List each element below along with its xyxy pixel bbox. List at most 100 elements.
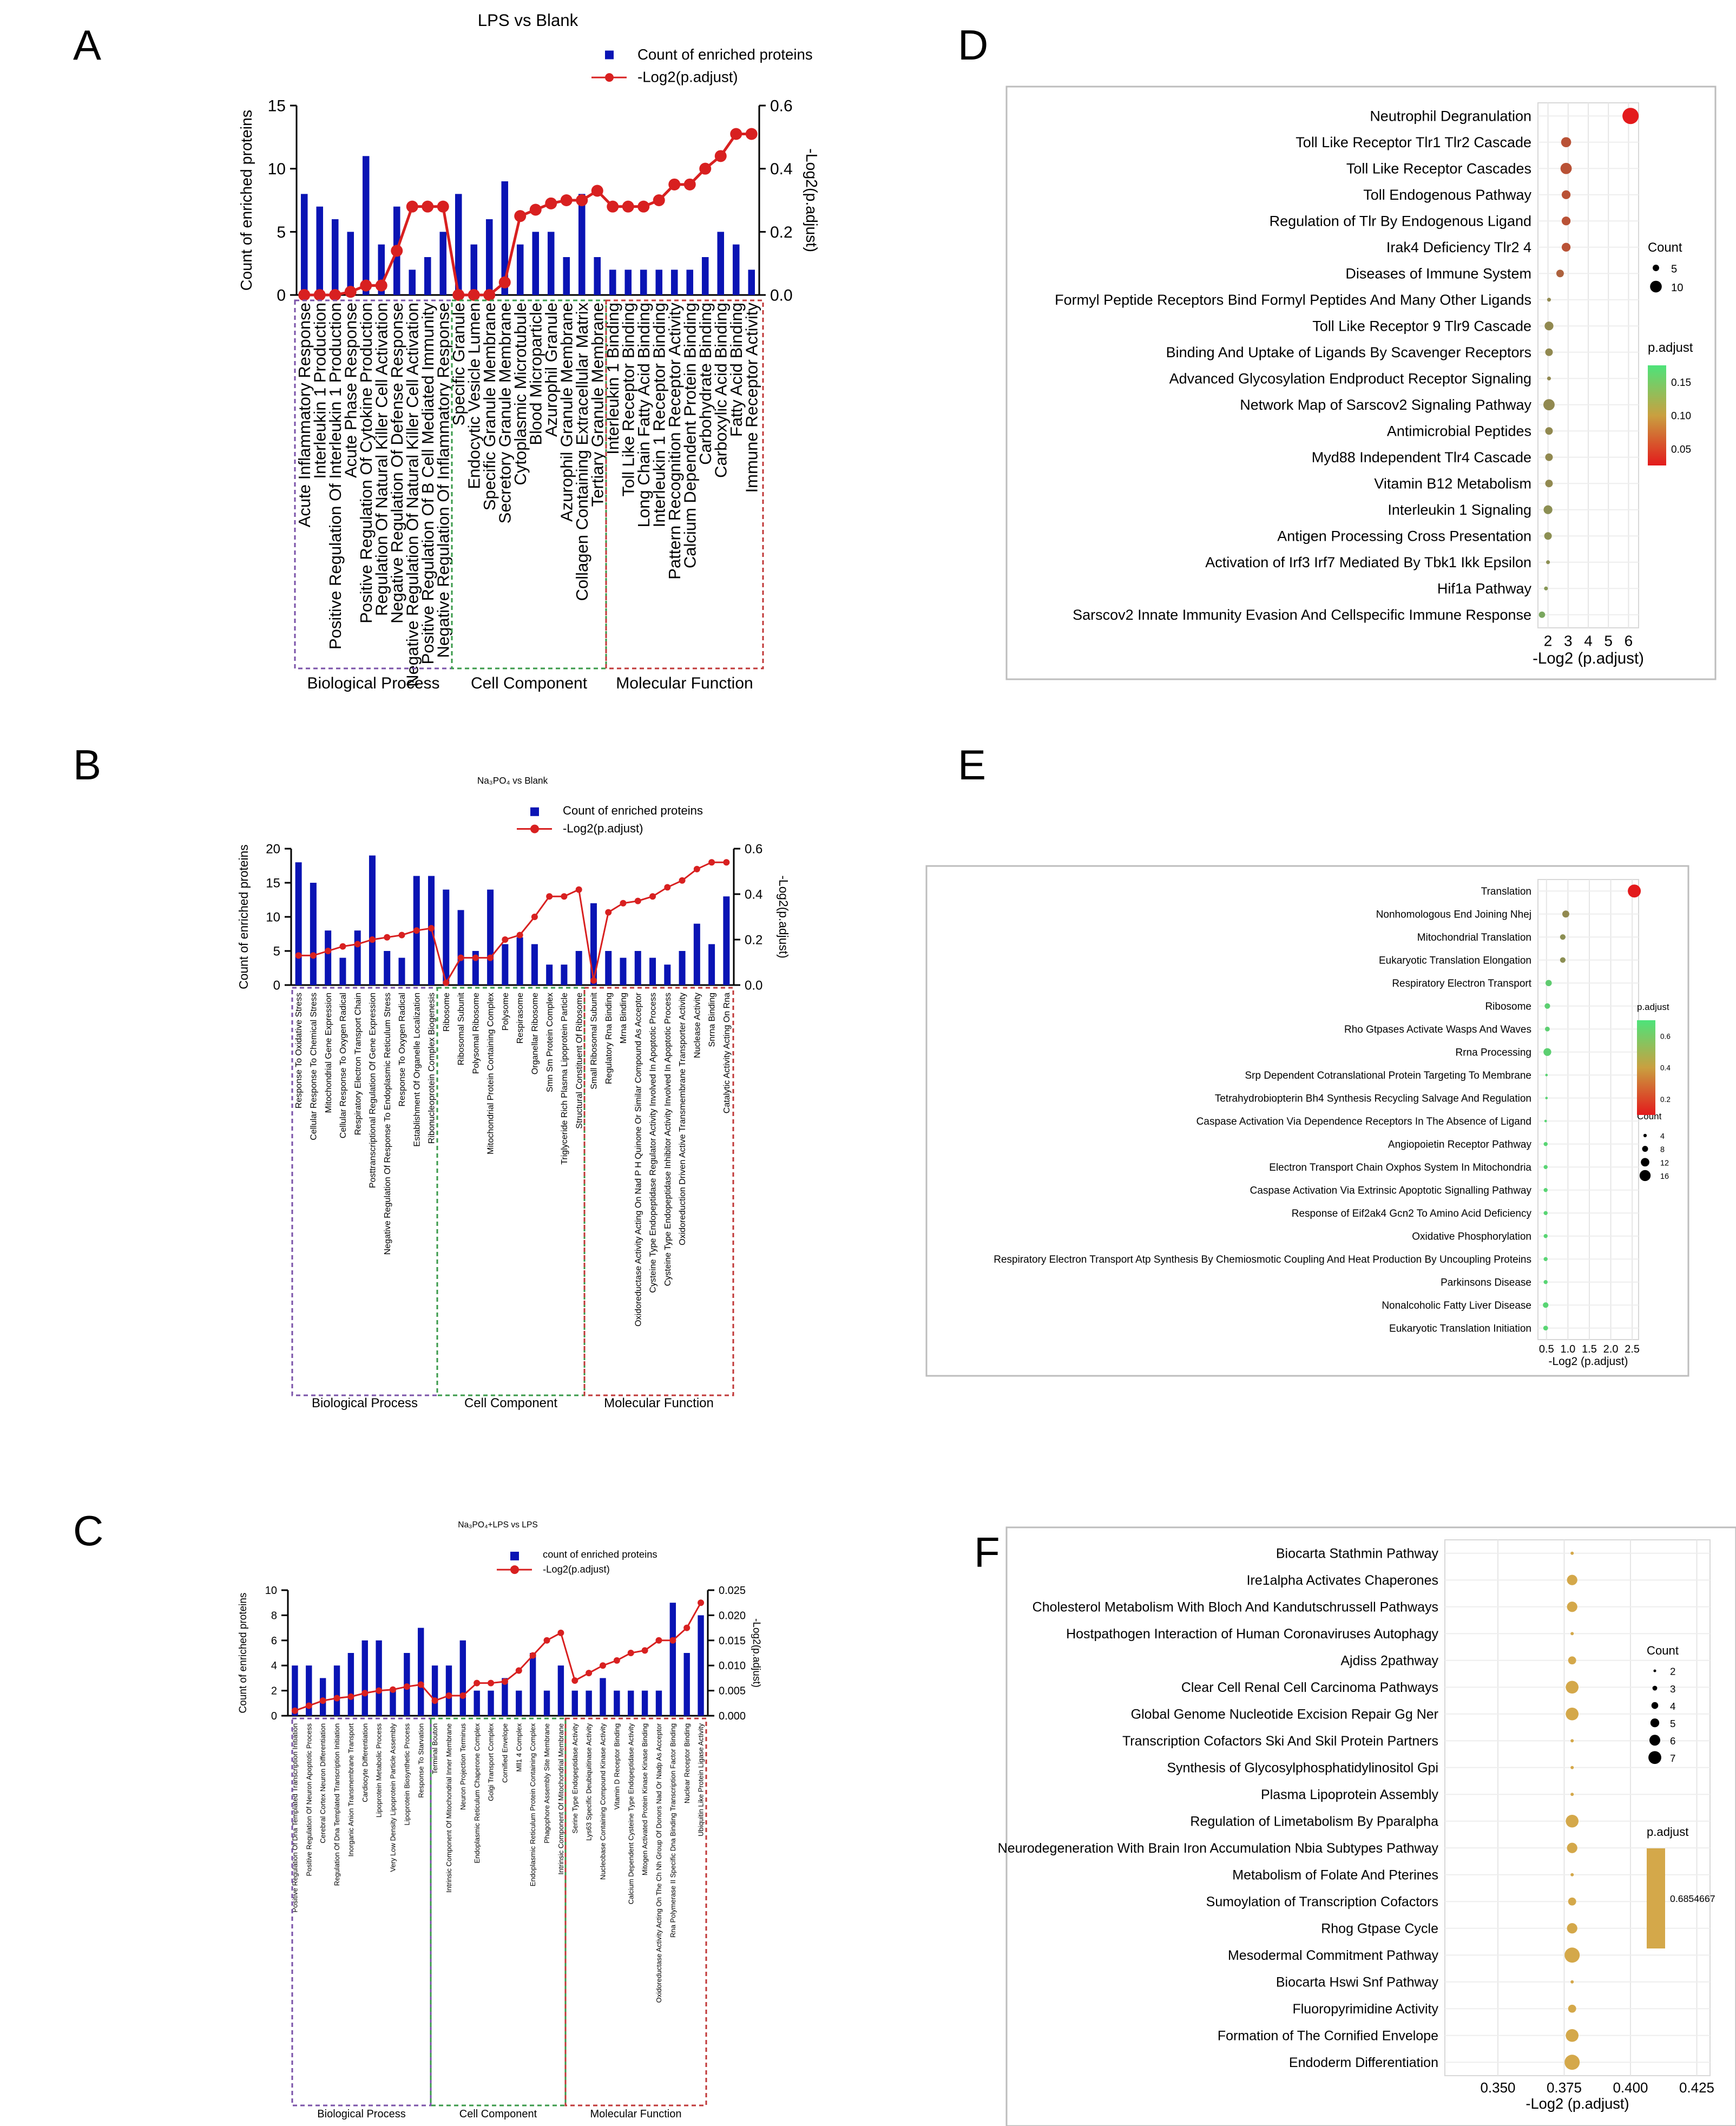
padj-point — [637, 200, 650, 213]
group-label: Cell Component — [464, 1396, 557, 1410]
dot — [1570, 1739, 1574, 1743]
bar — [439, 232, 447, 295]
padj-line — [298, 861, 727, 985]
bar — [431, 1665, 438, 1716]
dot — [1538, 611, 1546, 618]
group-box — [564, 1717, 707, 2107]
category-label: Lipoprotein Metabolic Process — [375, 1723, 383, 1818]
dot — [1566, 2029, 1579, 2042]
y2-tick-label: 0.0 — [770, 287, 793, 305]
padj-legend-label: 0.6854667 — [1670, 1893, 1715, 1904]
term-label: Neutrophil Degranulation — [1370, 108, 1531, 124]
padj-point — [333, 1695, 340, 1702]
dot — [1562, 910, 1569, 918]
y2-tick-label: 0.0 — [745, 978, 762, 993]
padj-point — [488, 1679, 495, 1687]
category-label: Specific Granule Membrane — [480, 303, 499, 510]
dot — [1545, 1097, 1548, 1100]
category-label: Negative Regulation Of Inflammatory Resp… — [434, 303, 453, 658]
bar — [474, 1690, 480, 1716]
padj-point — [546, 893, 553, 900]
term-label: Antigen Processing Cross Presentation — [1277, 528, 1531, 544]
bar — [459, 1640, 466, 1716]
category-label: Oxidoreductase Activity Acting On Nad P … — [634, 992, 643, 1327]
dot — [1560, 162, 1572, 174]
category-label: Fatty Acid Binding — [727, 303, 746, 437]
padj-point — [474, 1679, 481, 1687]
bar — [679, 951, 686, 985]
chart-title: LPS vs Blank — [478, 11, 578, 30]
y-tick-label: 10 — [266, 910, 280, 924]
term-label: Sumoylation of Transcription Cofactors — [1206, 1894, 1438, 1910]
category-label: Calcium Dependent Protein Binding — [681, 303, 700, 568]
term-label: Nonhomologous End Joining Nhej — [1376, 909, 1531, 920]
bar — [362, 156, 370, 295]
legend-line-label: -Log2(p.adjust) — [563, 822, 643, 835]
bar — [686, 270, 694, 295]
bar — [516, 244, 524, 295]
padj-point — [557, 1629, 564, 1636]
y2-tick-label: 0.2 — [770, 224, 793, 241]
term-label: Respiratory Electron Transport Atp Synth… — [994, 1254, 1531, 1265]
count-legend-label: 4 — [1660, 1132, 1665, 1141]
count-legend-label: 8 — [1660, 1146, 1665, 1154]
bar — [455, 194, 462, 295]
category-label: Nuclease Activity — [693, 993, 702, 1058]
term-label: Biocarta Stathmin Pathway — [1276, 1546, 1439, 1561]
bar — [485, 219, 493, 295]
category-label: Acute Phase Response — [341, 303, 360, 478]
padj-legend-label: 0.15 — [1671, 377, 1691, 389]
term-label: Eukaryotic Translation Initiation — [1389, 1323, 1531, 1334]
bar — [354, 930, 361, 985]
dot — [1543, 1234, 1548, 1238]
x-tick-label: 4 — [1584, 633, 1593, 649]
term-label: Srp Dependent Cotranslational Protein Ta… — [1245, 1070, 1531, 1081]
bar — [319, 1678, 326, 1716]
padj-point — [361, 1690, 369, 1697]
bar — [316, 206, 324, 295]
bar — [594, 257, 601, 295]
y-tick-label: 5 — [277, 224, 286, 241]
term-label: Activation of Irf3 Irf7 Mediated By Tbk1… — [1205, 554, 1531, 570]
category-label: Positive Regulation Of Neuron Apoptotic … — [305, 1723, 313, 1876]
term-label: Endoderm Differentiation — [1289, 2055, 1438, 2070]
dot — [1544, 1003, 1550, 1009]
bar — [409, 270, 416, 295]
chart-title: Na₃PO₄ vs Blank — [477, 775, 548, 786]
term-label: Rho Gtpases Activate Wasps And Waves — [1344, 1024, 1531, 1035]
y2-tick-label: 0.6 — [745, 842, 762, 856]
bar — [516, 1690, 522, 1716]
y-tick-label: 10 — [268, 160, 286, 178]
padj-point — [413, 927, 420, 934]
bar — [295, 862, 302, 985]
bar — [361, 1640, 368, 1716]
bar — [543, 1690, 550, 1716]
x-tick-label: 1.5 — [1582, 1343, 1597, 1355]
padj-point — [347, 1693, 354, 1700]
term-label: Translation — [1481, 886, 1531, 897]
category-label: Negative Regulation Of Response To Endop… — [383, 993, 392, 1255]
dot — [1567, 1602, 1577, 1612]
padj-legend-bar — [1648, 365, 1666, 465]
padj-point — [655, 1637, 662, 1644]
padj-point — [698, 1599, 705, 1606]
category-label: Regulation Of Natural Killer Cell Activa… — [372, 303, 391, 616]
padj-point — [403, 1683, 410, 1690]
y2-tick-label: 0.010 — [719, 1660, 746, 1672]
padj-point — [649, 893, 656, 900]
category-label: Ribosome — [442, 993, 451, 1032]
group-label: Molecular Function — [604, 1396, 714, 1410]
group-box — [430, 1717, 567, 2107]
padj-point — [406, 200, 418, 213]
dot — [1544, 1119, 1547, 1123]
category-label: Neuron Projection Terminus — [459, 1723, 467, 1810]
y2-axis-label: -Log2(p.adjust) — [777, 875, 791, 958]
bar — [325, 930, 332, 985]
padj-point — [545, 197, 557, 209]
count-legend-dot — [1650, 1718, 1660, 1728]
count-legend-dot — [1643, 1133, 1647, 1138]
dot — [1545, 453, 1553, 461]
padj-point — [313, 289, 326, 301]
x-tick-label: 3 — [1564, 633, 1573, 649]
padj-point — [591, 185, 603, 197]
